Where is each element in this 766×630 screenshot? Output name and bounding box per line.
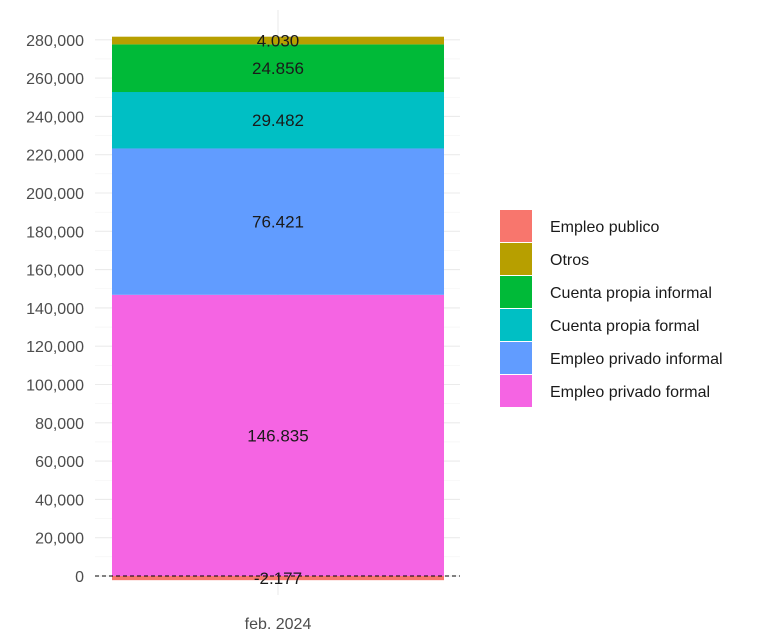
legend-label-empleo-publico: Empleo publico (550, 219, 660, 236)
legend-key-cuenta-propia-formal (500, 309, 532, 341)
legend-label-empleo-privado-informal: Empleo privado informal (550, 351, 723, 368)
y-tick-label: 100,000 (26, 378, 84, 395)
data-label-cuenta-propia-informal: 24.856 (252, 59, 304, 78)
y-tick-label: 40,000 (35, 492, 84, 509)
y-tick-label: 280,000 (26, 33, 84, 50)
bar-segment-empleo-publico (112, 576, 444, 581)
y-tick-label: 120,000 (26, 339, 84, 356)
y-tick-label: 140,000 (26, 301, 84, 318)
legend-label-cuenta-propia-informal: Cuenta propia informal (550, 285, 712, 302)
legend-key-empleo-publico (500, 210, 532, 242)
y-tick-label: 220,000 (26, 148, 84, 165)
bar-segment-cuenta-propia-informal (112, 44, 444, 93)
y-tick-label: 80,000 (35, 416, 84, 433)
y-tick-label: 60,000 (35, 454, 84, 471)
bar-segment-empleo-privado-formal (112, 294, 444, 576)
data-label-cuenta-propia-formal: 29.482 (252, 111, 304, 130)
data-label-otros: 4.030 (257, 32, 300, 51)
legend-label-otros: Otros (550, 252, 589, 269)
x-axis: feb. 2024 (245, 616, 312, 630)
y-axis: 0 20,000 40,000 60,000 80,000 100,000 120,000 1… (26, 33, 84, 586)
legend: Empleo publico Otros Cuenta propia informa… (500, 210, 723, 407)
y-tick-label: 260,000 (26, 71, 84, 88)
data-labels: -2.177 146.835 76.421 29.482 24.856 4.030 (247, 32, 308, 589)
y-tick-label: 200,000 (26, 186, 84, 203)
bar-stack (112, 36, 444, 581)
legend-key-empleo-privado-formal (500, 375, 532, 407)
bar-segment-cuenta-propia-formal (112, 92, 444, 149)
legend-label-cuenta-propia-formal: Cuenta propia formal (550, 318, 699, 335)
x-tick-label: feb. 2024 (245, 616, 312, 630)
data-label-empleo-privado-informal: 76.421 (252, 213, 304, 232)
bar-segment-empleo-privado-informal (112, 148, 444, 295)
y-tick-label: 0 (75, 569, 84, 586)
y-tick-label: 20,000 (35, 531, 84, 548)
y-tick-label: 160,000 (26, 263, 84, 280)
bar-segment-otros (112, 36, 444, 45)
legend-key-empleo-privado-informal (500, 342, 532, 374)
y-tick-label: 240,000 (26, 109, 84, 126)
data-label-empleo-privado-formal: 146.835 (247, 426, 308, 445)
legend-key-cuenta-propia-informal (500, 276, 532, 308)
legend-label-empleo-privado-formal: Empleo privado formal (550, 384, 710, 401)
data-label-empleo-publico: -2.177 (254, 569, 302, 588)
legend-key-otros (500, 243, 532, 275)
y-tick-label: 180,000 (26, 224, 84, 241)
